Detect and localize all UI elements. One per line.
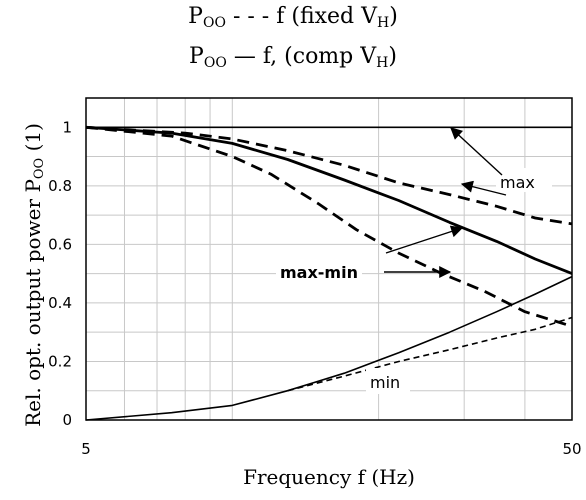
arrow-max-min-1 (385, 225, 464, 254)
y-tick-label: 0.6 (48, 235, 72, 253)
max-min-label-background (276, 258, 362, 284)
grid-lines (86, 98, 572, 420)
arrow-max-2 (460, 180, 507, 196)
x-axis-label: Frequency f (Hz) (243, 465, 415, 489)
x-tick-label: 50 (562, 440, 581, 458)
min-label-background (366, 368, 410, 394)
series-line-3 (85, 275, 573, 421)
annotation-min: min (370, 373, 400, 392)
plot-frame (85, 97, 573, 421)
series-line-2 (85, 125, 573, 275)
tick-labels: 0 0.2 0.4 0.6 0.8 1 5 50 (48, 118, 581, 458)
max-label-background (496, 168, 552, 192)
x-tick-label: 5 (81, 440, 91, 458)
chart-title-line-1: POO - - - f (fixed VH) (188, 4, 398, 31)
chart-title-line-2: POO — f, (comp VH) (189, 44, 397, 71)
annotations: max max-min min (276, 127, 552, 394)
series-line-4 (85, 125, 573, 226)
y-tick-label: 0.4 (48, 294, 72, 312)
y-tick-label: 0 (62, 411, 72, 429)
y-tick-label: 1 (62, 118, 72, 136)
series-line-6 (287, 316, 573, 392)
arrow-max-1 (450, 127, 503, 176)
y-tick-label: 0.8 (48, 177, 72, 195)
series-line-5 (85, 125, 573, 328)
series-layer (85, 125, 573, 421)
annotation-max-min: max-min (280, 263, 358, 282)
annotation-max: max (500, 173, 535, 192)
y-tick-label: 0.2 (48, 352, 72, 370)
